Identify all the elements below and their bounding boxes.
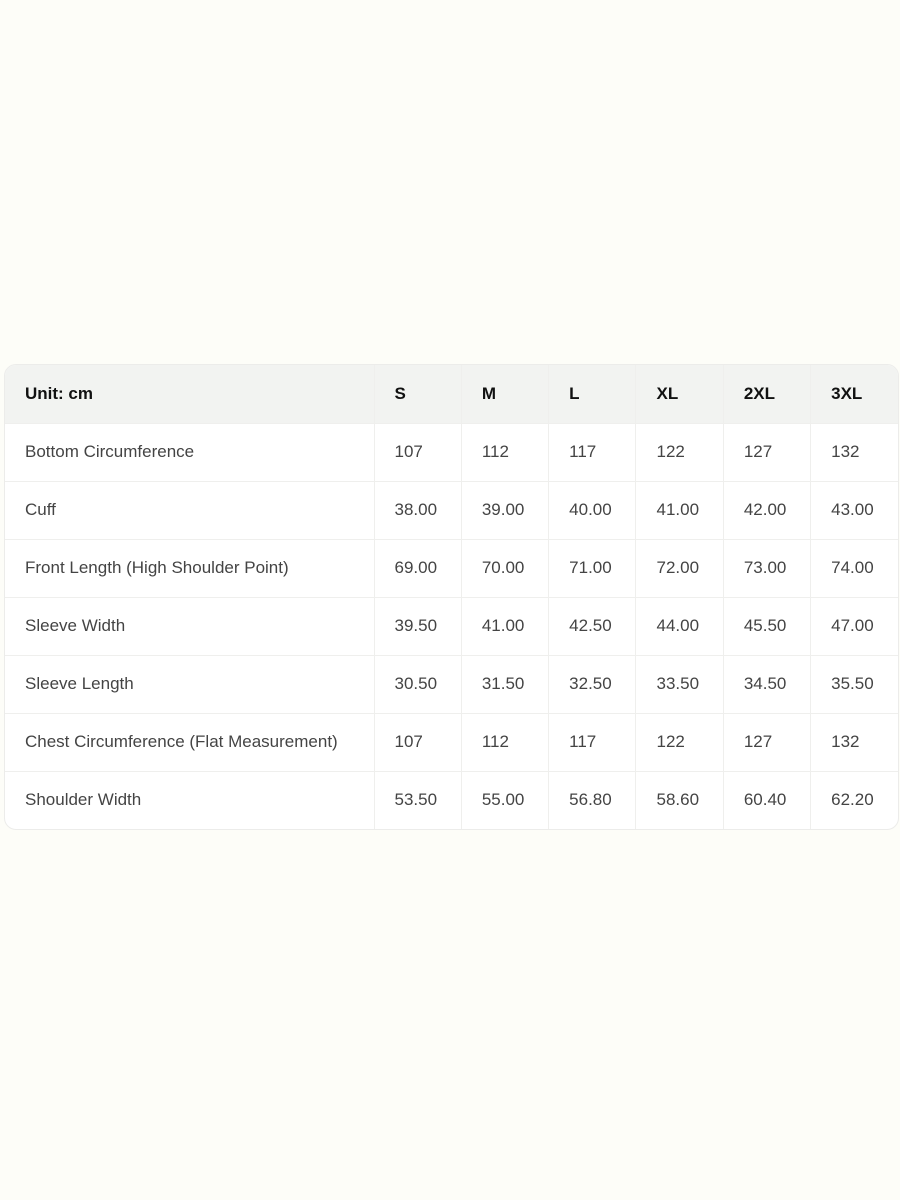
measurement-label: Sleeve Width [5, 597, 375, 656]
size-header: M [461, 365, 550, 424]
measurement-label: Front Length (High Shoulder Point) [5, 539, 375, 598]
size-header: XL [635, 365, 724, 424]
measurement-value: 35.50 [810, 655, 898, 714]
measurement-value: 33.50 [635, 655, 724, 714]
measurement-value: 117 [548, 713, 637, 772]
measurement-label: Cuff [5, 481, 375, 540]
size-table: Unit: cm S M L XL 2XL 3XL Bottom Circumference… [5, 365, 898, 829]
measurement-value: 41.00 [635, 481, 724, 540]
header-row: Unit: cm S M L XL 2XL 3XL [5, 365, 898, 424]
size-header: S [374, 365, 462, 424]
measurement-value: 122 [635, 423, 724, 482]
unit-header: Unit: cm [5, 365, 375, 424]
measurement-value: 47.00 [810, 597, 898, 656]
measurement-value: 44.00 [635, 597, 724, 656]
measurement-value: 56.80 [548, 771, 637, 829]
measurement-label: Shoulder Width [5, 771, 375, 829]
measurement-value: 39.50 [374, 597, 462, 656]
table-row: Sleeve Width 39.50 41.00 42.50 44.00 45.50 47.… [5, 597, 898, 656]
measurement-label: Chest Circumference (Flat Measurement) [5, 713, 375, 772]
size-chart: Unit: cm S M L XL 2XL 3XL Bottom Circumference… [4, 364, 899, 830]
measurement-value: 71.00 [548, 539, 637, 598]
measurement-value: 32.50 [548, 655, 637, 714]
measurement-value: 73.00 [723, 539, 812, 598]
measurement-value: 38.00 [374, 481, 462, 540]
measurement-value: 30.50 [374, 655, 462, 714]
measurement-value: 53.50 [374, 771, 462, 829]
measurement-value: 127 [723, 713, 812, 772]
measurement-value: 39.00 [461, 481, 550, 540]
measurement-value: 132 [810, 713, 898, 772]
measurement-value: 127 [723, 423, 812, 482]
measurement-value: 112 [461, 423, 550, 482]
measurement-label: Bottom Circumference [5, 423, 375, 482]
measurement-value: 40.00 [548, 481, 637, 540]
size-header: L [548, 365, 637, 424]
table-row: Front Length (High Shoulder Point) 69.00 7… [5, 539, 898, 598]
table-row: Bottom Circumference 107 112 117 122 127 132 [5, 423, 898, 482]
measurement-value: 132 [810, 423, 898, 482]
measurement-value: 42.00 [723, 481, 812, 540]
measurement-value: 34.50 [723, 655, 812, 714]
measurement-value: 112 [461, 713, 550, 772]
measurement-value: 55.00 [461, 771, 550, 829]
measurement-value: 42.50 [548, 597, 637, 656]
table-row: Sleeve Length 30.50 31.50 32.50 33.50 34.50 35… [5, 655, 898, 714]
measurement-value: 107 [374, 713, 462, 772]
measurement-label: Sleeve Length [5, 655, 375, 714]
measurement-value: 69.00 [374, 539, 462, 598]
measurement-value: 58.60 [635, 771, 724, 829]
measurement-value: 122 [635, 713, 724, 772]
measurement-value: 43.00 [810, 481, 898, 540]
table-row: Shoulder Width 53.50 55.00 56.80 58.60 60.40 6… [5, 771, 898, 829]
size-header: 3XL [810, 365, 898, 424]
measurement-value: 62.20 [831, 790, 874, 810]
measurement-value: 45.50 [723, 597, 812, 656]
measurement-value: 60.40 [723, 771, 812, 829]
table-row: Chest Circumference (Flat Measurement) 10… [5, 713, 898, 772]
table-row: Cuff 38.00 39.00 40.00 41.00 42.00 43.00 [5, 481, 898, 540]
measurement-value: 74.00 [810, 539, 898, 598]
measurement-value: 41.00 [461, 597, 550, 656]
measurement-value: 70.00 [461, 539, 550, 598]
measurement-value: 72.00 [635, 539, 724, 598]
size-header: 2XL [723, 365, 812, 424]
measurement-value: 117 [548, 423, 637, 482]
measurement-value: 107 [374, 423, 462, 482]
measurement-value: 31.50 [461, 655, 550, 714]
